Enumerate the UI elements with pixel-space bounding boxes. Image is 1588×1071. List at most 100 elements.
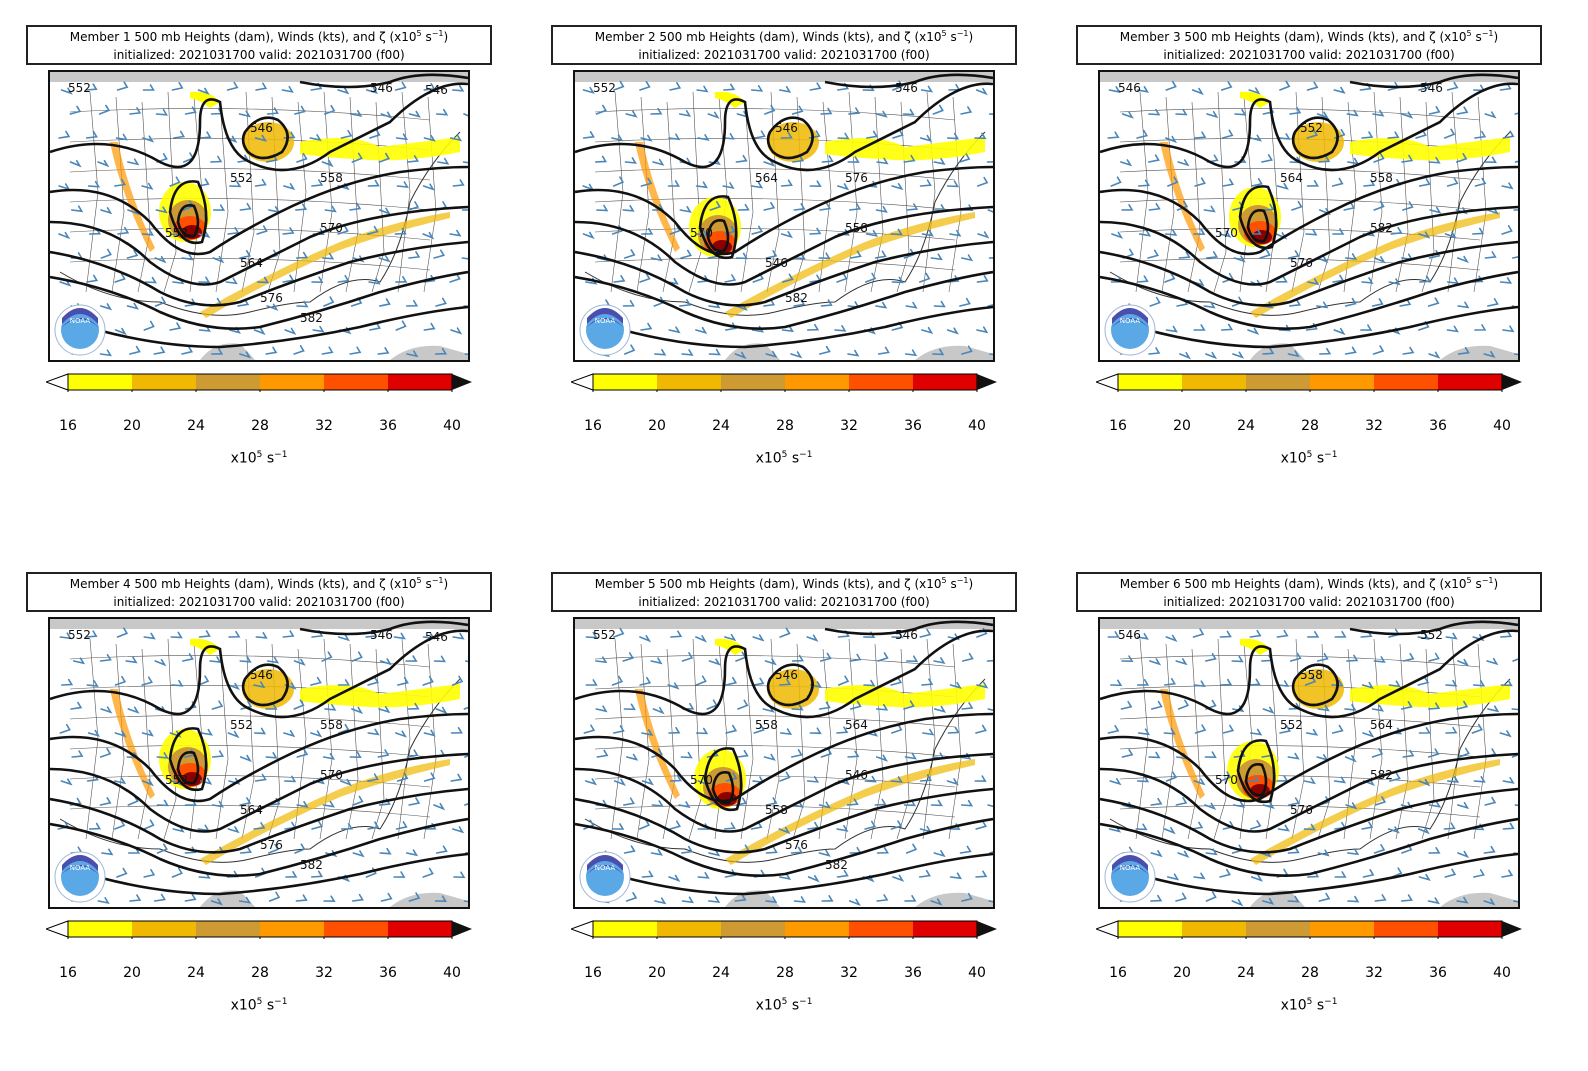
wind-barb [641, 729, 654, 736]
wind-barb [1361, 277, 1374, 284]
wind-barb [1233, 255, 1246, 263]
vort-band [825, 137, 985, 161]
wind-barb [1484, 796, 1497, 806]
wind-barb [1388, 278, 1401, 286]
wind-barb [1219, 678, 1233, 686]
vort-band [110, 142, 155, 252]
wind-barb [697, 872, 710, 879]
wind-barb [156, 752, 169, 759]
wind-barb [1287, 250, 1300, 259]
wind-barb [254, 134, 267, 142]
wind-barb [836, 726, 849, 734]
wind-barb [422, 231, 435, 240]
wind-barb [778, 85, 792, 93]
wind-barb [763, 298, 776, 307]
wind-barb [623, 703, 636, 711]
state-line [423, 643, 437, 840]
map-area: 552 546 546 552 558 552 564 570 576 582 546 NOAA [48, 617, 470, 909]
wind-barb [874, 250, 887, 259]
noaa-logo: NOAA [1104, 304, 1156, 356]
wind-barb [1307, 278, 1320, 286]
wind-barb [709, 201, 721, 211]
wind-barb [1306, 180, 1320, 187]
contour-line [824, 73, 993, 89]
wind-barb [1148, 347, 1161, 355]
colorbar-segment [721, 374, 785, 390]
state-line [594, 805, 956, 818]
wind-barb [1176, 200, 1189, 211]
wind-barb [668, 133, 681, 141]
wind-barb [311, 179, 324, 187]
colorbar-segment [593, 921, 657, 937]
wind-barb [905, 843, 918, 854]
wind-barb [1287, 350, 1300, 358]
wind-barb [1500, 679, 1513, 687]
land-cuba [915, 345, 993, 360]
wind-barb [463, 900, 468, 903]
colorbar-under-arrow [44, 373, 69, 391]
colorbar [44, 919, 472, 939]
wind-barb [1457, 346, 1470, 355]
wind-barb [919, 272, 931, 283]
wind-barb [211, 700, 224, 710]
colorbar-svg [44, 373, 472, 392]
wind-barb [126, 249, 139, 259]
wind-barb [679, 299, 692, 307]
colorbar-over-arrow [1502, 374, 1522, 390]
wind-barb [819, 202, 832, 211]
wind-barb [960, 254, 974, 262]
wind-barb [667, 180, 680, 187]
contour-low [241, 663, 289, 707]
noaa-logo: NOAA [54, 851, 106, 903]
wind-barb [780, 179, 793, 187]
contour-label: 576 [1290, 803, 1313, 817]
wind-barb [452, 179, 465, 187]
wind-barb [143, 320, 155, 331]
wind-barb [141, 676, 153, 686]
wind-barb [1110, 679, 1123, 687]
wind-barb [1513, 353, 1518, 356]
logo-top [1112, 308, 1148, 324]
contour-label: 552 [68, 81, 91, 95]
wind-barb [1148, 108, 1161, 116]
wind-barb [1513, 900, 1518, 903]
wind-barb [806, 323, 820, 331]
wind-barb [1316, 301, 1329, 309]
wind-barb [1287, 752, 1300, 760]
height-contours [575, 73, 993, 349]
wind-barb [1219, 868, 1231, 878]
wind-barb [1165, 325, 1178, 333]
wind-barb [60, 778, 73, 786]
wind-barb [1137, 728, 1151, 736]
wind-barb [366, 225, 379, 235]
contour-line [575, 205, 993, 286]
wind-barb [367, 821, 380, 830]
wind-barb [1456, 255, 1469, 264]
wind-barb [184, 106, 197, 115]
wind-barb [1222, 178, 1235, 187]
state-line [636, 96, 650, 293]
wind-barb [612, 176, 625, 187]
wind-barb [1428, 106, 1441, 115]
wind-barb [793, 896, 807, 903]
wind-barb [253, 727, 267, 735]
colorbar-segment [657, 374, 721, 390]
wind-barb [946, 778, 959, 786]
state-line [137, 648, 151, 840]
wind-barb [892, 80, 904, 91]
wind-barb [1231, 655, 1244, 663]
wind-barb [779, 771, 791, 782]
wind-barb [1344, 755, 1357, 763]
wind-barb [809, 180, 822, 188]
wind-barb [228, 630, 241, 638]
wind-barb [100, 303, 113, 311]
wind-barb [59, 723, 71, 734]
contour-line [824, 620, 993, 636]
wind-barb [946, 180, 960, 188]
contour-label: 558 [320, 718, 343, 732]
wind-barb [975, 87, 988, 96]
wind-barb [678, 801, 691, 809]
height-contours [1100, 73, 1518, 349]
wind-barb [352, 255, 365, 263]
wind-barb [650, 107, 663, 115]
